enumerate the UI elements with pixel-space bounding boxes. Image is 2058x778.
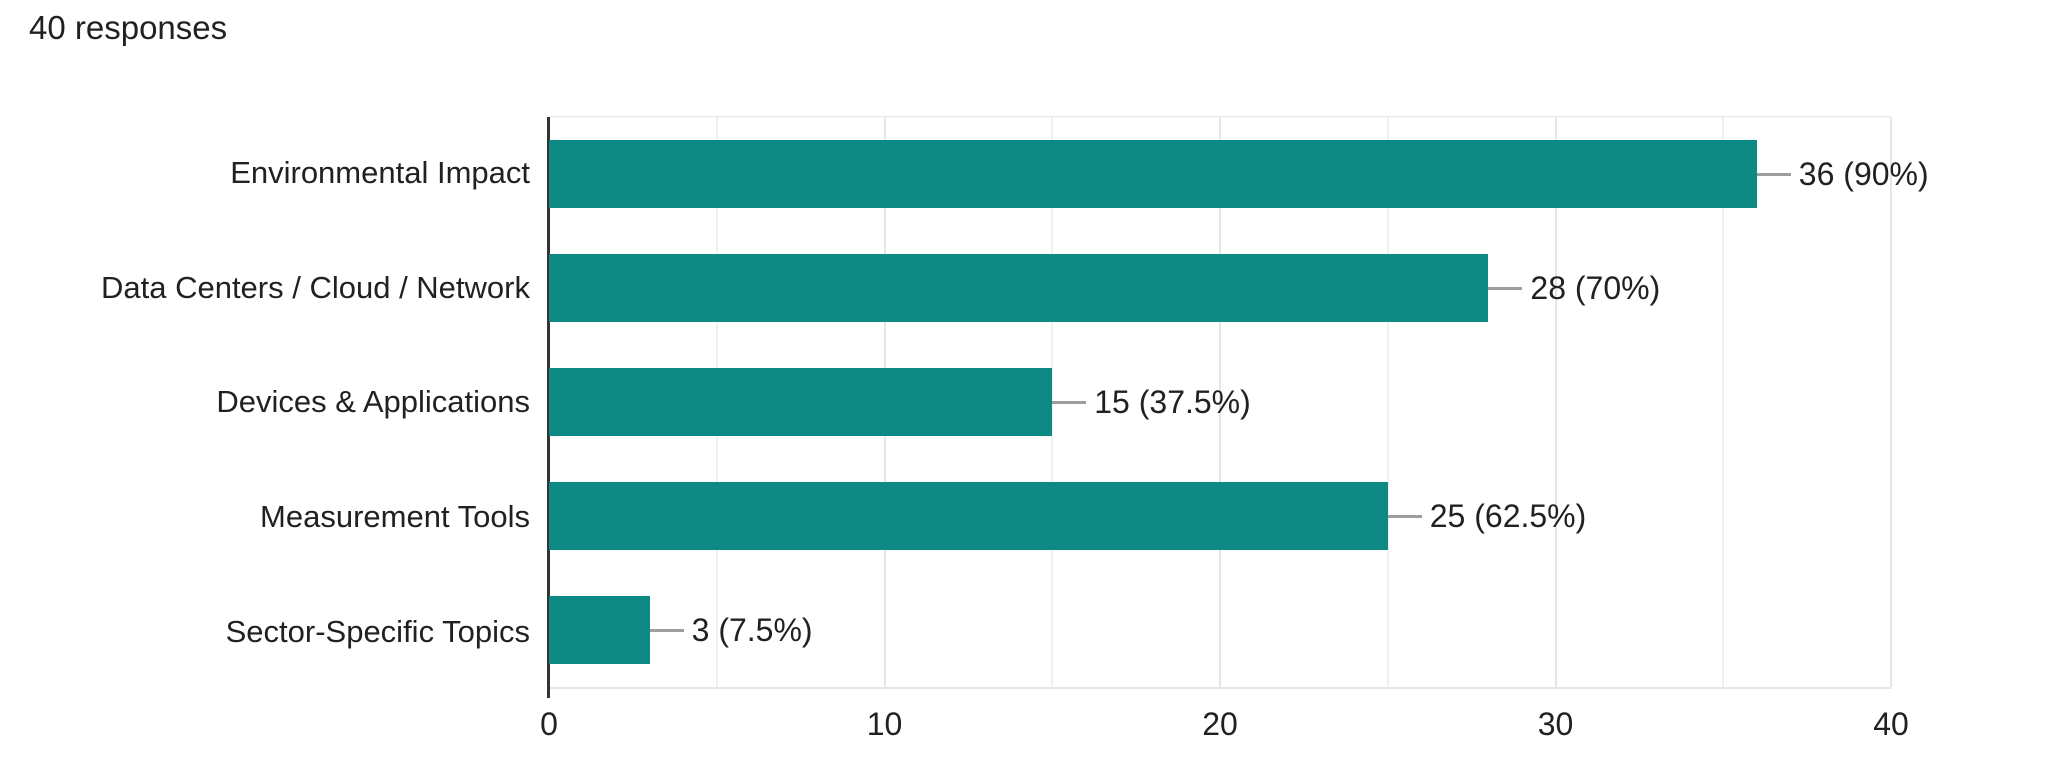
bar-row: 15 (37.5%) [549, 345, 1891, 459]
bar [549, 254, 1489, 322]
y-axis-line [547, 117, 550, 698]
value-connector-line [1756, 172, 1791, 176]
value-label: 15 (37.5%) [1094, 383, 1251, 420]
category-label: Environmental Impact [230, 155, 530, 191]
category-label: Data Centers / Cloud / Network [100, 269, 530, 305]
gridline-major [1554, 117, 1557, 687]
gridline-minor [1386, 117, 1389, 687]
bars-layer: 36 (90%) 28 (70%) 15 (37.5%) 25 (62.5%) 3 (7… [549, 117, 1929, 687]
bar-row: 25 (62.5%) [549, 459, 1891, 573]
category-label: Devices & Applications [216, 384, 530, 420]
plot-area: 36 (90%) 28 (70%) 15 (37.5%) 25 (62.5%) 3 (7… [547, 116, 1929, 698]
value-connector-line [1052, 400, 1087, 404]
value-label: 36 (90%) [1798, 155, 1929, 192]
value-connector-line [1387, 514, 1422, 518]
category-label: Measurement Tools [260, 499, 530, 535]
gridline-minor [1722, 117, 1725, 687]
value-label: 25 (62.5%) [1429, 497, 1587, 534]
responses-count-title: 40 responses [29, 9, 228, 46]
gridline-major [1890, 117, 1892, 687]
x-tick-label: 10 [866, 706, 903, 742]
x-tick-label: 30 [1537, 706, 1574, 742]
x-tick-label: 0 [540, 706, 558, 742]
bar [549, 596, 650, 664]
value-connector-line [1488, 286, 1523, 290]
x-tick-label: 20 [1202, 706, 1238, 742]
gridline-major [1219, 117, 1221, 687]
bar-row: 36 (90%) [549, 117, 1929, 231]
bar [549, 368, 1053, 436]
bar [549, 482, 1388, 550]
x-tick-label: 40 [1873, 706, 1909, 742]
bar-row: 3 (7.5%) [549, 573, 1891, 687]
category-label: Sector-Specific Topics [225, 613, 530, 649]
category-labels-column: Environmental Impact Data Centers / Cloud… [0, 116, 530, 689]
value-label: 28 (70%) [1530, 269, 1661, 306]
value-label: 3 (7.5%) [691, 611, 813, 648]
bar-row: 28 (70%) [549, 231, 1891, 345]
bar [549, 140, 1757, 208]
value-connector-line [649, 628, 684, 632]
